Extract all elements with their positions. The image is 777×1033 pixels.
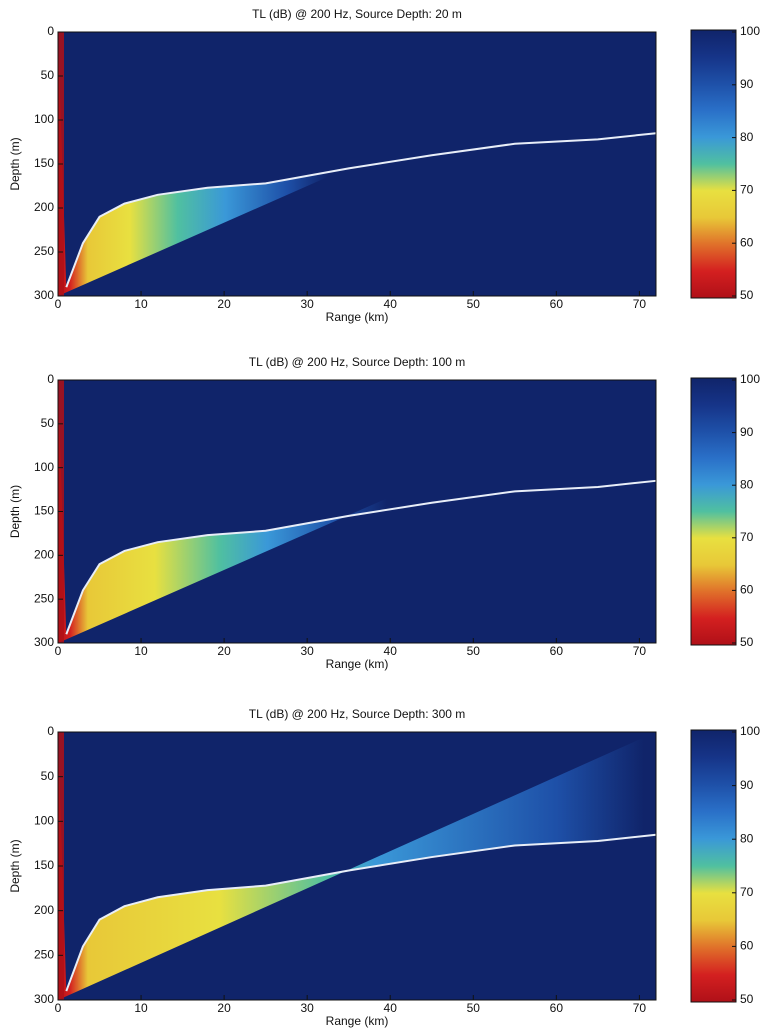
chart-title: TL (dB) @ 200 Hz, Source Depth: 100 m <box>249 355 466 369</box>
y-tick-label: 250 <box>34 591 54 605</box>
colorbar-tick-label: 100 <box>740 372 760 386</box>
colorbar <box>690 377 737 646</box>
colorbar-tick-label: 60 <box>740 235 754 249</box>
chart-title: TL (dB) @ 200 Hz, Source Depth: 300 m <box>249 707 466 721</box>
x-tick-label: 50 <box>467 644 481 658</box>
y-tick-label: 300 <box>34 992 54 1006</box>
x-tick-label: 60 <box>550 644 564 658</box>
seafloor-line <box>65 833 657 992</box>
y-tick-label: 200 <box>34 903 54 917</box>
colorbar-tick-label: 50 <box>740 992 754 1006</box>
chart-title: TL (dB) @ 200 Hz, Source Depth: 20 m <box>252 7 462 21</box>
x-tick-label: 30 <box>300 1001 314 1015</box>
x-tick-label: 40 <box>384 297 398 311</box>
y-tick-label: 300 <box>34 635 54 649</box>
x-tick-label: 0 <box>55 644 62 658</box>
x-axis-label: Range (km) <box>326 657 389 671</box>
water-field <box>58 732 656 1000</box>
y-axis-label: Depth (m) <box>8 485 22 538</box>
x-tick-label: 50 <box>467 1001 481 1015</box>
y-tick-label: 200 <box>34 548 54 562</box>
colorbar-tick-label: 60 <box>740 583 754 597</box>
colorbar-tick-label: 80 <box>740 831 754 845</box>
colorbar-tick-label: 90 <box>740 778 754 792</box>
y-tick-label: 50 <box>41 769 55 783</box>
x-tick-label: 0 <box>55 1001 62 1015</box>
y-tick-label: 150 <box>34 504 54 518</box>
x-tick-label: 20 <box>217 644 231 658</box>
colorbar-tick-label: 50 <box>740 635 754 649</box>
y-tick-label: 100 <box>34 814 54 828</box>
x-tick-label: 10 <box>134 644 148 658</box>
seafloor-line <box>65 132 657 288</box>
colorbar <box>690 729 737 1003</box>
y-tick-label: 300 <box>34 288 54 302</box>
x-tick-label: 20 <box>217 297 231 311</box>
x-tick-label: 60 <box>550 297 564 311</box>
x-tick-label: 60 <box>550 1001 564 1015</box>
colorbar-tick-label: 60 <box>740 939 754 953</box>
x-tick-label: 40 <box>384 1001 398 1015</box>
y-tick-label: 0 <box>47 24 54 38</box>
y-tick-label: 150 <box>34 156 54 170</box>
y-tick-label: 100 <box>34 460 54 474</box>
colorbar-tick-label: 70 <box>740 530 754 544</box>
y-tick-label: 50 <box>41 68 55 82</box>
y-tick-label: 200 <box>34 200 54 214</box>
seafloor-line <box>65 479 657 635</box>
colorbar-tick-label: 70 <box>740 183 754 197</box>
water-field <box>58 32 656 296</box>
x-tick-label: 70 <box>633 644 647 658</box>
x-tick-label: 20 <box>217 1001 231 1015</box>
y-tick-label: 50 <box>41 416 55 430</box>
x-axis-label: Range (km) <box>326 1014 389 1028</box>
colorbar-tick-label: 90 <box>740 425 754 439</box>
colorbar-tick-label: 80 <box>740 477 754 491</box>
colorbar-tick-label: 80 <box>740 130 754 144</box>
x-tick-label: 40 <box>384 644 398 658</box>
x-tick-label: 50 <box>467 297 481 311</box>
y-axis-label: Depth (m) <box>8 137 22 190</box>
x-tick-label: 10 <box>134 297 148 311</box>
colorbar-tick-label: 90 <box>740 77 754 91</box>
x-axis-label: Range (km) <box>326 310 389 324</box>
y-tick-label: 100 <box>34 112 54 126</box>
y-tick-label: 150 <box>34 858 54 872</box>
y-tick-label: 0 <box>47 724 54 738</box>
x-tick-label: 70 <box>633 297 647 311</box>
y-tick-label: 0 <box>47 372 54 386</box>
colorbar <box>690 29 737 299</box>
colorbar-tick-label: 100 <box>740 724 760 738</box>
x-tick-label: 0 <box>55 297 62 311</box>
y-tick-label: 250 <box>34 948 54 962</box>
colorbar-tick-label: 100 <box>740 24 760 38</box>
x-tick-label: 30 <box>300 644 314 658</box>
colorbar-tick-label: 50 <box>740 288 754 302</box>
y-tick-label: 250 <box>34 244 54 258</box>
y-axis-label: Depth (m) <box>8 839 22 892</box>
x-tick-label: 30 <box>300 297 314 311</box>
x-tick-label: 70 <box>633 1001 647 1015</box>
water-field <box>58 380 656 643</box>
colorbar-tick-label: 70 <box>740 885 754 899</box>
x-tick-label: 10 <box>134 1001 148 1015</box>
